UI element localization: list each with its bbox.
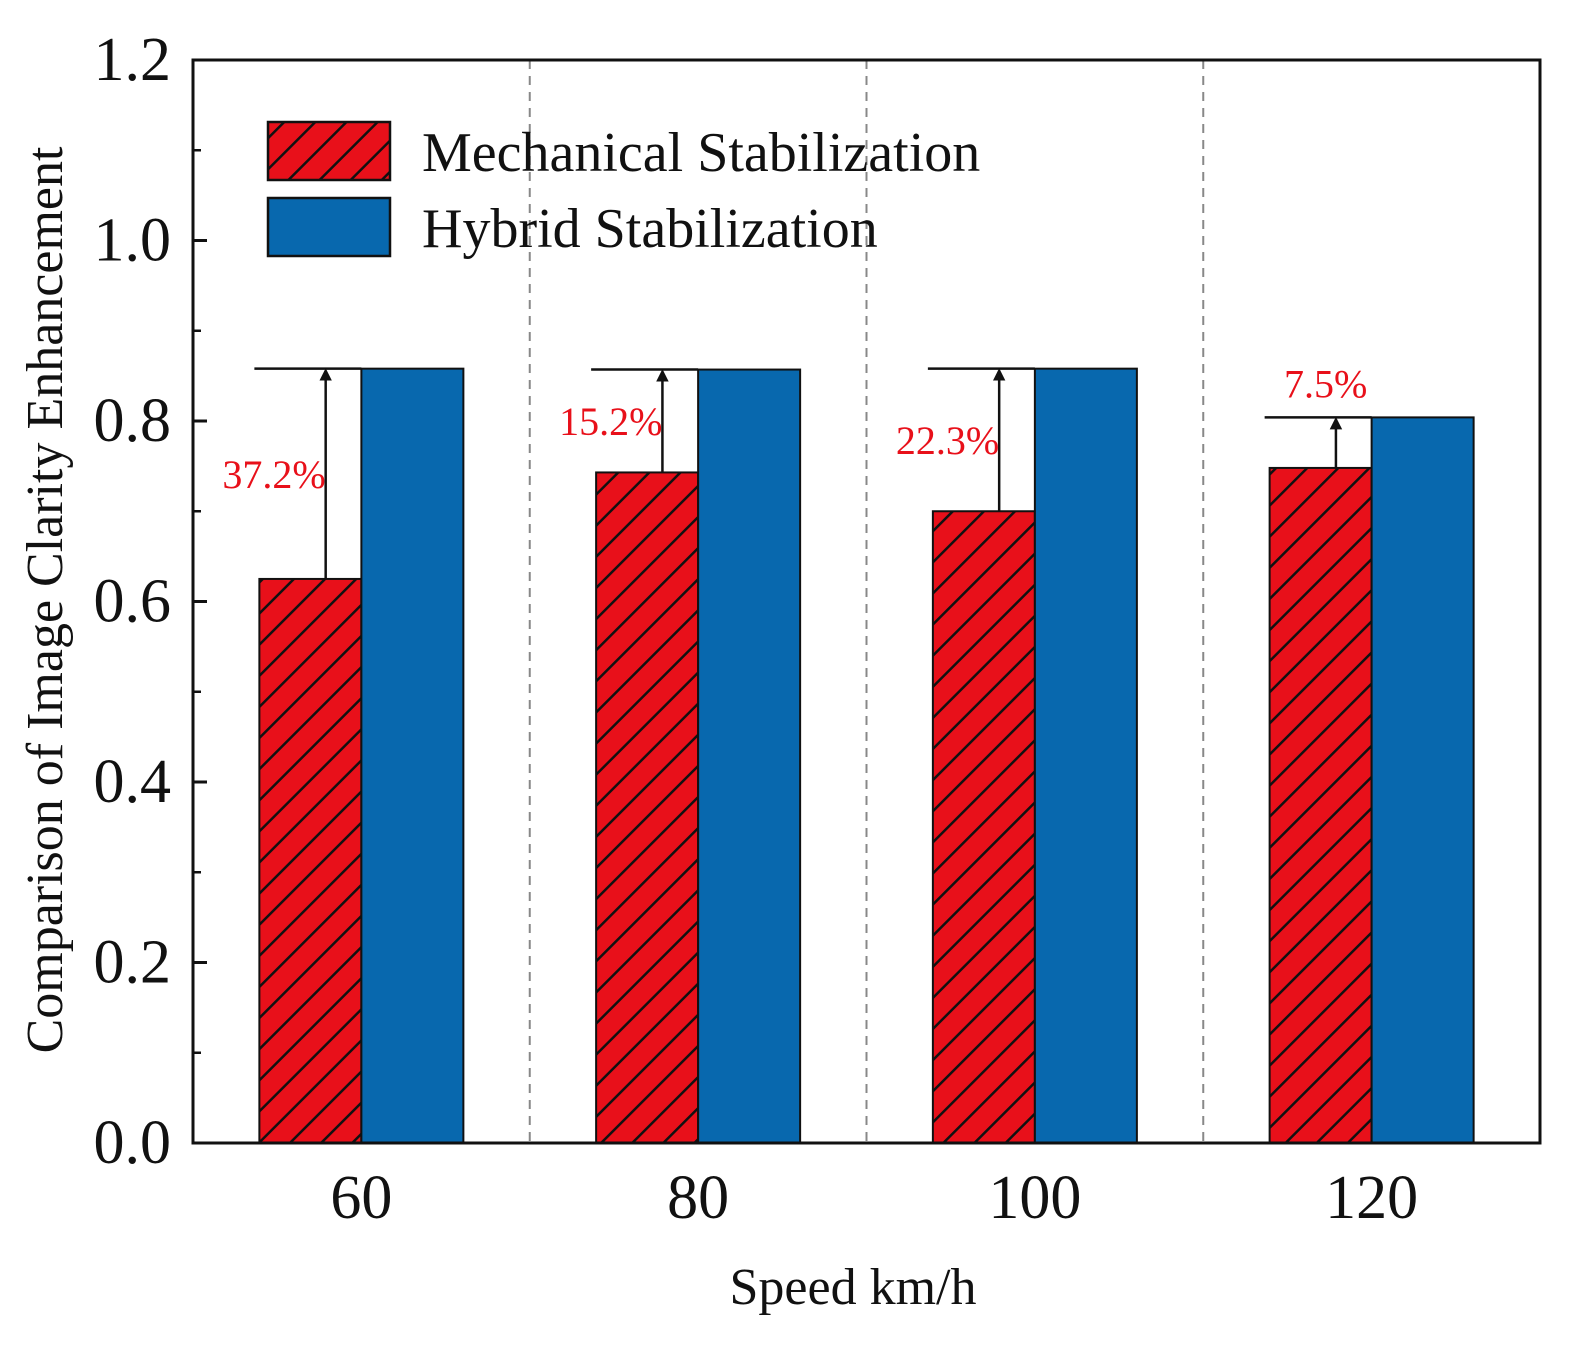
legend-swatch-mechanical xyxy=(266,120,392,182)
bar-mechanical-80 xyxy=(595,471,700,1144)
y-tick-label: 0.6 xyxy=(94,568,172,636)
improvement-label-120: 7.5% xyxy=(1284,361,1367,406)
y-axis-title: Comparison of Image Clarity Enhancement xyxy=(17,146,74,1053)
x-tick-label: 120 xyxy=(1325,1164,1418,1232)
legend: Mechanical Stabilization Hybrid Stabiliza… xyxy=(266,120,980,260)
improvement-label-100: 22.3% xyxy=(896,418,999,463)
bar-hybrid-60 xyxy=(360,367,465,1144)
improvement-label-80: 15.2% xyxy=(559,399,662,444)
bars-group xyxy=(258,367,1475,1144)
x-tick-label: 80 xyxy=(667,1164,729,1232)
y-tick-label: 0.8 xyxy=(94,387,172,455)
bar-hybrid-120 xyxy=(1370,416,1475,1144)
bar-hybrid-80 xyxy=(697,368,802,1144)
y-tick-label: 0.0 xyxy=(94,1109,172,1177)
bar-mechanical-100 xyxy=(931,510,1036,1144)
y-tick-label: 1.2 xyxy=(94,26,172,94)
axes-group: 60 80 100 120 0.0 0.2 0.4 0.6 0.8 1.0 1.2 xyxy=(94,26,1542,1232)
y-tick-label: 0.2 xyxy=(94,929,172,997)
y-tick-label: 1.0 xyxy=(94,207,172,275)
legend-label-mechanical: Mechanical Stabilization xyxy=(422,122,980,184)
x-tick-label: 60 xyxy=(330,1164,392,1232)
legend-label-hybrid: Hybrid Stabilization xyxy=(422,198,878,260)
improvement-label-60: 37.2% xyxy=(222,452,325,497)
x-axis-title: Speed km/h xyxy=(730,1259,977,1316)
annotations-group: 37.2% 15.2% 22.3% 7.5% xyxy=(222,361,1372,579)
category-separators xyxy=(528,60,1205,1143)
bar-mechanical-60 xyxy=(258,577,363,1144)
bar-mechanical-120 xyxy=(1268,466,1373,1144)
x-tick-label: 100 xyxy=(988,1164,1081,1232)
y-tick-label: 0.4 xyxy=(94,748,172,816)
bar-hybrid-100 xyxy=(1033,367,1138,1144)
legend-swatch-hybrid xyxy=(266,196,392,258)
